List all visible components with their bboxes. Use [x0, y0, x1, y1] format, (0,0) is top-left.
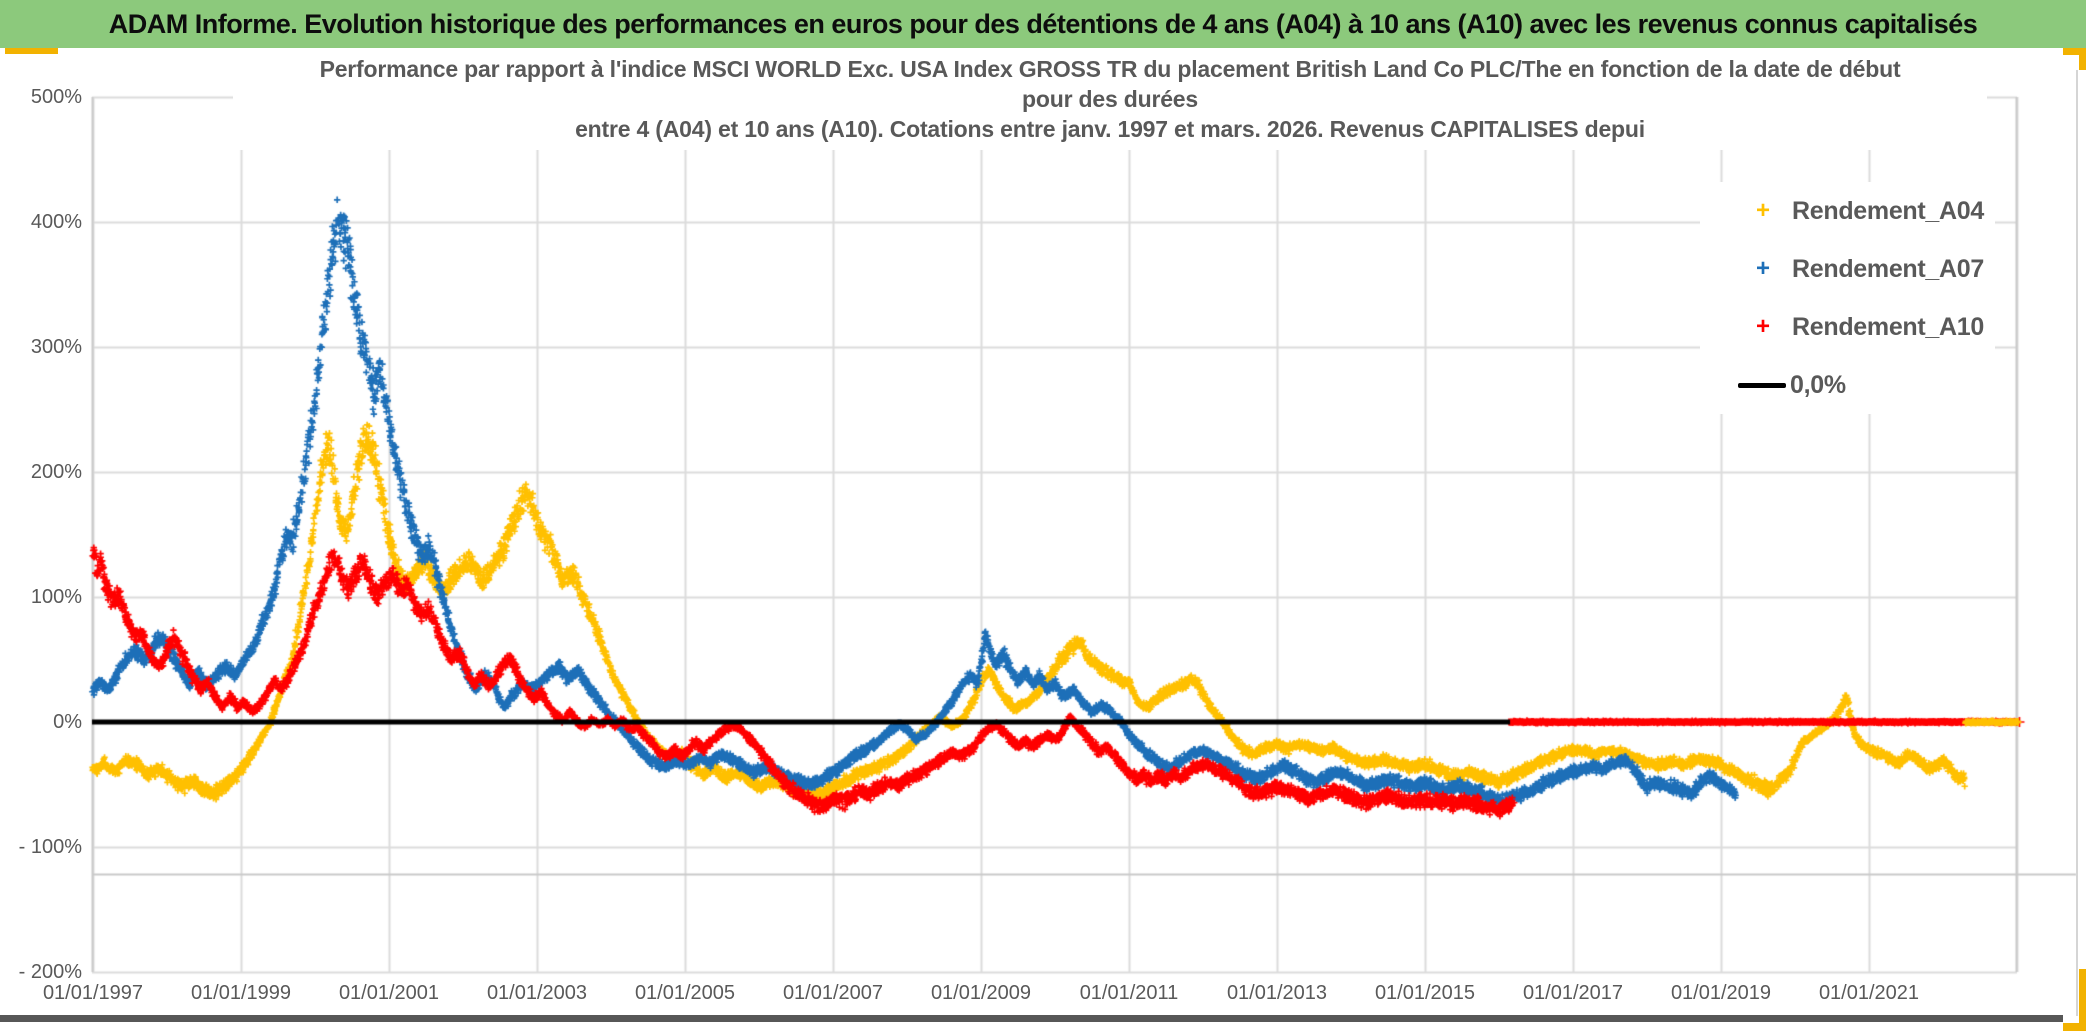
y-tick-label: 500%: [30, 86, 82, 108]
selection-accent-bottom-right-v: [2079, 969, 2086, 1031]
y-tick-label: 100%: [30, 586, 82, 608]
worksheet-bottom-bar: [0, 1015, 2063, 1022]
x-tick-label: 01/01/2015: [1374, 982, 1476, 1004]
y-tick-label: 0%: [53, 711, 82, 733]
legend-plus-marker: +: [1755, 313, 1770, 340]
legend-item-rendement-a10[interactable]: + Rendement_A10: [1700, 298, 1995, 356]
selection-accent-top-right-v: [2079, 48, 2086, 70]
legend-plus-marker: +: [1755, 197, 1770, 224]
y-tick-label: - 100%: [18, 836, 82, 858]
x-tick-label: 01/01/2011: [1079, 982, 1179, 1004]
x-tick-label: 01/01/2003: [486, 982, 588, 1004]
y-tick-label: 200%: [30, 461, 82, 483]
chart-legend[interactable]: + Rendement_A04 + Rendement_A07 + Rendement_A…: [1700, 182, 1995, 414]
legend-line-swatch: [1738, 382, 1786, 388]
legend-item-rendement-a04[interactable]: + Rendement_A04: [1700, 182, 1995, 240]
y-tick-label: 400%: [30, 211, 82, 233]
x-tick-label: 01/01/2013: [1226, 982, 1328, 1004]
legend-item-0-0-[interactable]: 0,0%: [1700, 356, 1995, 414]
chart-title-line-2: pour des durées: [1022, 86, 1198, 112]
x-tick-label: 01/01/2005: [634, 982, 736, 1004]
legend-item-rendement-a07[interactable]: + Rendement_A07: [1700, 240, 1995, 298]
y-tick-label: - 200%: [18, 961, 82, 983]
y-tick-label: 300%: [30, 336, 82, 358]
x-tick-label: 01/01/2021: [1818, 982, 1920, 1004]
worksheet-column-line: [2076, 70, 2078, 1016]
x-tick-label: 01/01/2009: [930, 982, 1032, 1004]
selection-accent-bottom-right-h: [2063, 1023, 2086, 1031]
legend-label: Rendement_A10: [1792, 312, 1984, 341]
x-tick-label: 01/01/2007: [782, 982, 884, 1004]
legend-label: 0,0%: [1790, 370, 1846, 399]
legend-label: Rendement_A04: [1792, 196, 1984, 225]
selection-accent-top-left: [5, 48, 58, 54]
header-bar[interactable]: ADAM Informe. Evolution historique des p…: [0, 0, 2086, 48]
x-tick-label: 01/01/1997: [42, 982, 144, 1004]
x-tick-label: 01/01/1999: [190, 982, 292, 1004]
page-title: ADAM Informe. Evolution historique des p…: [108, 8, 1978, 39]
x-tick-label: 01/01/2017: [1522, 982, 1624, 1004]
x-tick-label: 01/01/2019: [1670, 982, 1772, 1004]
chart-title[interactable]: Performance par rapport à l'indice MSCI …: [233, 54, 1987, 150]
chart-title-line-1: Performance par rapport à l'indice MSCI …: [319, 56, 1901, 82]
legend-plus-marker: +: [1755, 255, 1770, 282]
x-tick-label: 01/01/2001: [338, 982, 440, 1004]
selection-accent-top-right-h: [2063, 48, 2086, 55]
legend-label: Rendement_A07: [1792, 254, 1984, 283]
chart-title-line-3: entre 4 (A04) et 10 ans (A10). Cotations…: [575, 116, 1645, 142]
